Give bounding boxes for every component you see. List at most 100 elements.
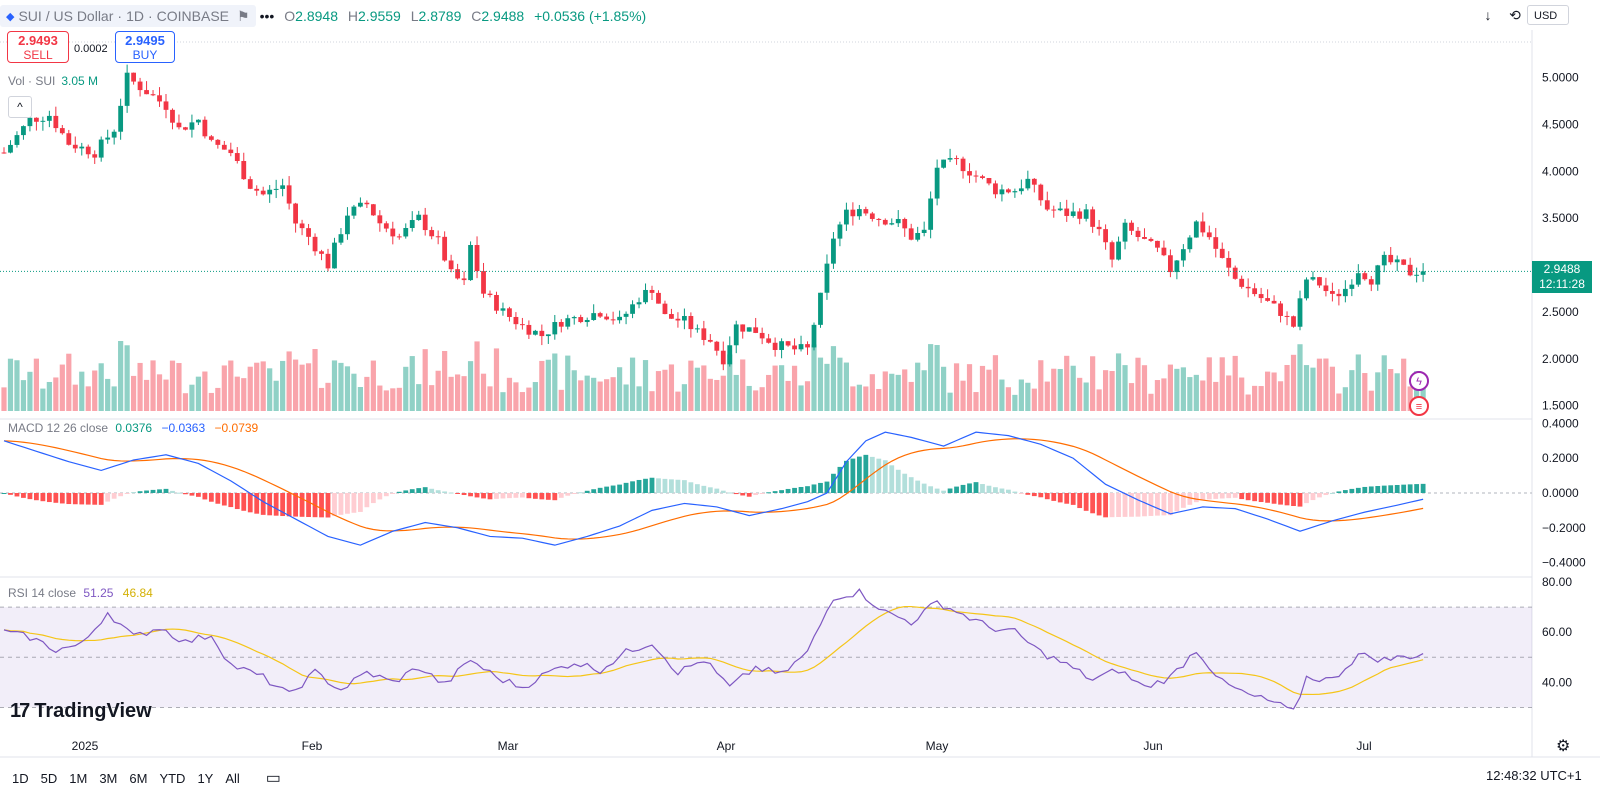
tf-3m[interactable]: 3M xyxy=(99,770,118,786)
volume-bar xyxy=(85,386,91,411)
flag-icon[interactable]: ≡ xyxy=(1409,396,1429,416)
tf-all[interactable]: All xyxy=(225,770,240,786)
volume-bar xyxy=(1090,356,1096,411)
volume-bar xyxy=(578,380,584,411)
macd-histogram-bar xyxy=(500,493,506,499)
volume-bar xyxy=(966,364,973,411)
gear-icon[interactable]: ⚙ xyxy=(1556,738,1571,755)
candle-body xyxy=(455,269,460,279)
volume-bar xyxy=(312,349,318,411)
volume-bar xyxy=(941,366,947,411)
candle-body xyxy=(53,115,59,129)
rsi-band xyxy=(0,607,1532,708)
cycle-icon[interactable]: ⟲ xyxy=(1509,7,1521,23)
rsi-ma-line xyxy=(3,605,1424,696)
macd-histogram-bar xyxy=(92,493,98,505)
chevron-up-icon[interactable]: ^ xyxy=(8,96,32,118)
volume-bar xyxy=(1414,371,1420,411)
candle-body xyxy=(1265,298,1270,301)
volume-bar xyxy=(791,365,798,411)
candle-body xyxy=(869,213,875,219)
price-tick: 5.0000 xyxy=(1542,71,1579,85)
volume-bar xyxy=(1064,355,1070,411)
time-tick: Feb xyxy=(302,739,323,753)
macd-histogram-bar xyxy=(332,493,337,517)
price-tick: 3.5000 xyxy=(1542,211,1579,225)
volume-bar xyxy=(565,355,571,411)
macd-histogram-bar xyxy=(934,488,940,493)
calendar-range-icon[interactable]: ▭ xyxy=(265,770,281,787)
volume-bar xyxy=(1407,386,1413,411)
candle-body xyxy=(824,263,830,293)
volume-bar xyxy=(973,392,979,411)
exchange: COINBASE xyxy=(156,8,229,24)
candle-body xyxy=(798,344,804,350)
buy-button[interactable]: 2.9495 BUY xyxy=(115,31,175,63)
volume-bar xyxy=(1329,366,1335,411)
candle-body xyxy=(1018,188,1024,192)
volume-bar xyxy=(500,392,506,411)
volume-bar xyxy=(105,378,111,411)
macd-histogram-bar xyxy=(1239,493,1245,500)
macd-histogram-bar xyxy=(785,488,791,493)
macd-histogram-bar xyxy=(241,493,247,511)
candle-body xyxy=(539,330,545,337)
macd-histogram-bar xyxy=(701,485,707,493)
macd-histogram-bar xyxy=(507,493,512,499)
volume-bar xyxy=(124,345,130,411)
volume-bar xyxy=(234,376,240,411)
macd-histogram-bar xyxy=(345,493,350,514)
macd-histogram-bar xyxy=(1083,493,1089,511)
macd-histogram-bar xyxy=(183,493,188,495)
volume-bar xyxy=(455,374,461,411)
volume-bar xyxy=(1031,388,1037,411)
macd-histogram-bar xyxy=(532,493,538,499)
candle-body xyxy=(1129,222,1134,231)
macd-histogram-bar xyxy=(714,488,720,493)
macd-signal-line xyxy=(3,438,1424,540)
interval: 1D xyxy=(126,8,144,24)
candle-body xyxy=(921,229,927,233)
macd-histogram-bar xyxy=(286,493,292,517)
volume-bar xyxy=(928,344,934,411)
candle-body xyxy=(947,158,953,160)
macd-histogram-bar xyxy=(1271,493,1277,504)
candle-body xyxy=(105,137,111,140)
volume-bar xyxy=(474,341,480,411)
arrow-down-icon[interactable]: ↓ xyxy=(1484,7,1492,23)
macd-histogram-bar xyxy=(792,487,797,493)
volume-bar xyxy=(241,378,247,411)
sell-button[interactable]: 2.9493 SELL xyxy=(7,31,69,63)
tf-1m[interactable]: 1M xyxy=(69,770,88,786)
sui-icon: ◆ xyxy=(6,10,15,23)
tf-1d[interactable]: 1D xyxy=(12,770,29,786)
flag-icon[interactable]: ⚑ xyxy=(237,7,250,24)
volume-bar xyxy=(895,374,901,411)
volume-bar xyxy=(701,365,707,411)
flash-icon[interactable]: ϟ xyxy=(1409,371,1429,391)
currency-selector[interactable]: USD xyxy=(1527,5,1569,25)
macd-histogram-bar xyxy=(805,486,810,493)
candle-body xyxy=(656,292,661,304)
macd-histogram-bar xyxy=(720,490,726,493)
macd-histogram-bar xyxy=(941,490,946,493)
more-menu-icon[interactable]: ••• xyxy=(259,8,275,24)
volume-bar xyxy=(591,377,597,411)
macd-histogram-bar xyxy=(1174,493,1180,512)
volume-bar xyxy=(325,382,331,411)
volume-bar xyxy=(675,391,681,411)
tf-1y[interactable]: 1Y xyxy=(197,770,214,786)
tf-ytd[interactable]: YTD xyxy=(159,770,186,786)
tf-5d[interactable]: 5D xyxy=(40,770,58,786)
tf-6m[interactable]: 6M xyxy=(129,770,148,786)
macd-histogram-bar xyxy=(869,456,875,493)
volume-bar xyxy=(1252,385,1258,411)
candle-body xyxy=(1155,240,1160,248)
candle-body xyxy=(299,223,305,229)
volume-bar xyxy=(662,369,668,411)
macd-histogram-bar xyxy=(280,493,286,517)
candle-body xyxy=(818,292,823,325)
volume-bar xyxy=(429,385,435,411)
symbol-pill[interactable]: ◆ SUI / US Dollar · 1D · COINBASE ⚑ xyxy=(0,5,256,27)
